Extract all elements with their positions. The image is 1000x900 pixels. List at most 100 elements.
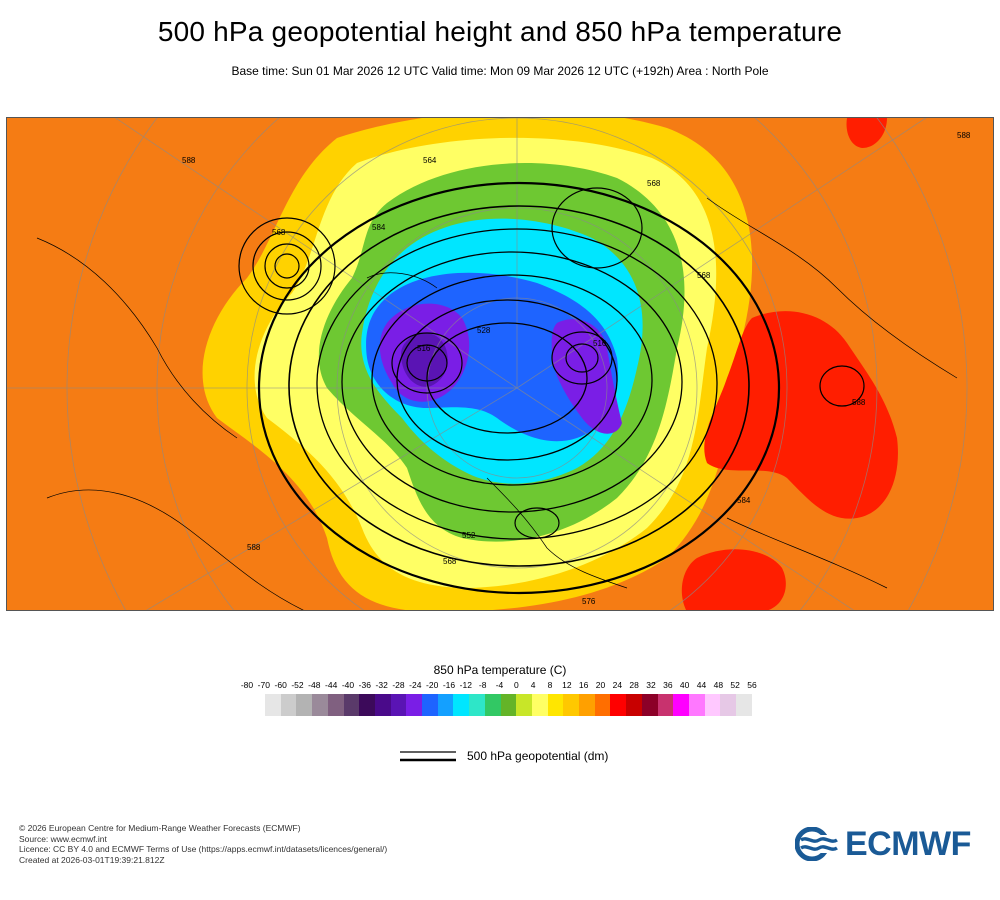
colorbar-tick-label: 16 xyxy=(578,680,589,690)
colorbar-tick-label: -44 xyxy=(325,680,338,690)
colorbar-cell xyxy=(453,694,470,716)
colorbar-cell xyxy=(579,694,595,716)
contour-label: 588 xyxy=(852,398,866,407)
colorbar-cell xyxy=(563,694,580,716)
colorbar-title: 850 hPa temperature (C) xyxy=(433,663,567,677)
colorbar-cell xyxy=(343,694,360,716)
colorbar-ticks: -80 -70 -60 -52 -48 -44 -40 -36 -32 -28 -24 -20 -16-… xyxy=(0,680,1000,692)
coastlines xyxy=(36,197,958,610)
geopotential-legend-label: 500 hPa geopotential (dm) xyxy=(467,749,609,763)
contour-label: 516 xyxy=(417,344,431,353)
colorbar-tick-label: -8 xyxy=(478,680,487,690)
map-canvas: 564 568 568 584 552 568 576 584 588 588 … xyxy=(7,118,993,610)
colorbar-tick-label: 24 xyxy=(612,680,623,690)
colorbar-cell xyxy=(641,694,658,716)
temp-field-red-east xyxy=(704,311,898,519)
colorbar-cell xyxy=(327,694,344,716)
footer-credits: © 2026 European Centre for Medium-Range … xyxy=(19,823,387,865)
contour-label: 552 xyxy=(462,531,476,540)
colorbar-tick-label: -60 xyxy=(274,680,287,690)
colorbar-cell xyxy=(688,694,705,716)
colorbar-tick-label: -52 xyxy=(291,680,304,690)
colorbar-tick-label: 28 xyxy=(629,680,639,690)
footer-created: Created at 2026-03-01T19:39:21.812Z xyxy=(19,854,165,865)
footer-licence: Licence: CC BY 4.0 and ECMWF Terms of Us… xyxy=(19,844,388,855)
colorbar-tick-label: -28 xyxy=(392,680,405,690)
contour-label: 568 xyxy=(272,228,286,237)
colorbar-tick-label: 8 xyxy=(547,680,553,690)
colorbar-tick-label: -12 xyxy=(459,680,472,690)
colorbar-tick-label: 40 xyxy=(679,680,690,690)
contour-label: 588 xyxy=(182,156,196,165)
colorbar-tick-label: 32 xyxy=(646,680,656,690)
colorbar-tick-label: -36 xyxy=(358,680,371,690)
colorbar-cell xyxy=(626,694,642,716)
colorbar-tick-label: -16 xyxy=(442,680,456,690)
footer-copyright: © 2026 European Centre for Medium-Range … xyxy=(19,823,301,833)
colorbar-cell xyxy=(484,694,501,716)
contour-label: 588 xyxy=(957,131,971,140)
colorbar-tick-label: -32 xyxy=(375,680,388,690)
colorbar-tick-label: 44 xyxy=(696,680,707,690)
temp-field-red-northeast xyxy=(846,118,887,148)
colorbar-tick-label: -4 xyxy=(495,680,504,690)
colorbar-cell xyxy=(390,694,407,716)
colorbar-tick-label: 12 xyxy=(562,680,572,690)
colorbar-cell xyxy=(531,694,548,716)
colorbar-cell xyxy=(437,694,454,716)
colorbar-cell xyxy=(422,694,438,716)
contour-label: 588 xyxy=(247,543,261,552)
colorbar-tick-label: -20 xyxy=(426,680,439,690)
polar-map: 564 568 568 584 552 568 576 584 588 588 … xyxy=(6,117,994,611)
contour-label: 584 xyxy=(372,223,386,232)
colorbar-cell xyxy=(657,694,674,716)
colorbar-cell xyxy=(704,694,721,716)
colorbar-tick-label: 36 xyxy=(663,680,673,690)
colorbar-cell xyxy=(312,694,328,716)
contour-label: 564 xyxy=(423,156,437,165)
colorbar-cell xyxy=(547,694,564,716)
colorbar-cell xyxy=(280,694,297,716)
colorbar-cell xyxy=(374,694,391,716)
colorbar-tick-label: 56 xyxy=(747,680,757,690)
colorbar-cell xyxy=(500,694,517,716)
contour-label: 516 xyxy=(593,339,607,348)
colorbar-cell xyxy=(359,694,375,716)
colorbar-tick-label: -80 xyxy=(240,680,254,690)
colorbar-tick-label: 20 xyxy=(595,680,606,690)
colorbar-tick-label: 0 xyxy=(513,680,519,690)
page-subtitle: Base time: Sun 01 Mar 2026 12 UTC Valid … xyxy=(231,64,769,78)
contour-label: 568 xyxy=(647,179,661,188)
colorbar-cell xyxy=(469,694,485,716)
colorbar-tick-label: -24 xyxy=(409,680,422,690)
colorbar-cell xyxy=(296,694,313,716)
contour-label: 584 xyxy=(737,496,751,505)
colorbar-cell xyxy=(610,694,627,716)
geopotential-contours xyxy=(238,181,865,595)
contour-label: 576 xyxy=(582,597,596,606)
colorbar-tick-label: -70 xyxy=(257,680,270,690)
colorbar-tick-label: 52 xyxy=(730,680,740,690)
temp-field-red-southeast xyxy=(681,549,786,610)
colorbar-tick-label: -40 xyxy=(341,680,355,690)
page-title: 500 hPa geopotential height and 850 hPa … xyxy=(157,16,843,47)
contour-label: 568 xyxy=(697,271,711,280)
footer-source: Source: www.ecmwf.int xyxy=(19,833,107,844)
geopotential-legend-line xyxy=(400,751,456,762)
colorbar-cell xyxy=(516,694,532,716)
colorbar-tick-label: 4 xyxy=(530,680,536,690)
contour-label: 528 xyxy=(477,326,491,335)
ecmwf-logo-mark xyxy=(795,827,839,861)
colorbar-cell xyxy=(673,694,689,716)
ecmwf-logo-text: ECMWF xyxy=(845,824,971,863)
ecmwf-logo: ECMWF xyxy=(795,824,971,863)
colorbar-cell xyxy=(265,694,281,716)
colorbar-tick-label: 48 xyxy=(713,680,724,690)
contour-label-group: 564 568 568 584 552 568 576 584 588 588 … xyxy=(182,131,971,606)
colorbar-cell xyxy=(594,694,611,716)
colorbar-cell xyxy=(406,694,423,716)
colorbar-cell xyxy=(720,694,737,716)
colorbar xyxy=(265,694,752,716)
contour-label: 568 xyxy=(443,557,457,566)
colorbar-cell xyxy=(736,694,752,716)
